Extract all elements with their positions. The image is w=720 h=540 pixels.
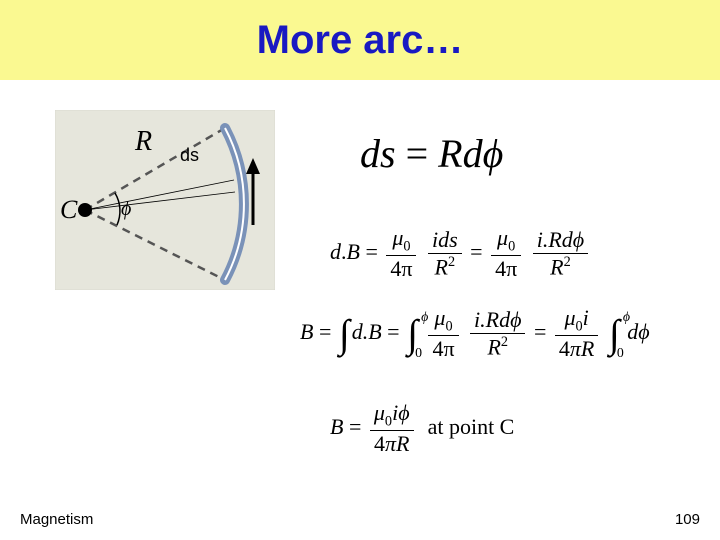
equation-B-integral: B = ∫d.B = ∫0ϕ μ0 4π i.Rdϕ R2 = μ0i 4πR … — [300, 305, 650, 362]
equation-ds: ds = Rdϕ — [360, 130, 503, 177]
C-label: C — [60, 195, 78, 224]
title-band: More arc… — [0, 0, 720, 80]
ds-label: ds — [180, 145, 199, 166]
equation-dB: d.B = μ0 4π ids R2 = μ0 4π i.Rdϕ R2 — [330, 225, 591, 282]
equation-B-result: B = μ0iϕ 4πR at point C — [330, 400, 514, 457]
footer-topic: Magnetism — [20, 511, 93, 528]
slide-title: More arc… — [257, 18, 464, 63]
footer-page-number: 109 — [675, 511, 700, 528]
phi-label: ϕ — [121, 198, 131, 220]
R-label: R — [134, 126, 152, 157]
arc-diagram: R C ϕ — [55, 110, 275, 290]
